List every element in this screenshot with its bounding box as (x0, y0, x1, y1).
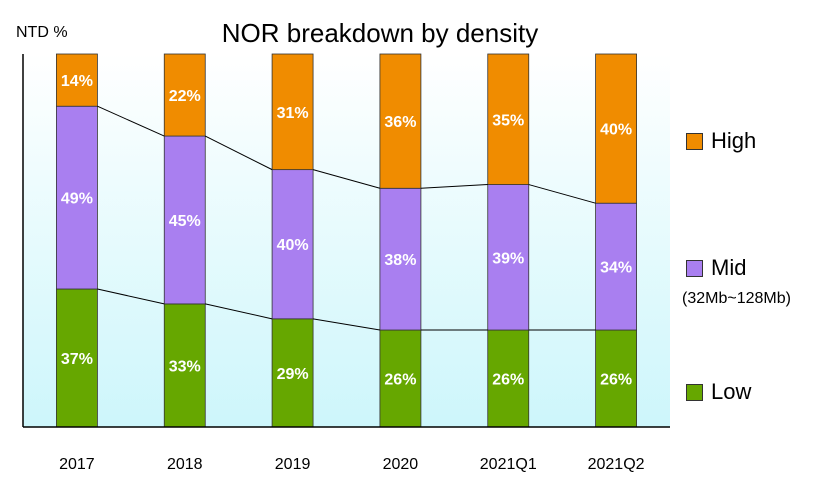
x-tick-label-2021Q1: 2021Q1 (480, 456, 537, 473)
data-label-high-2017: 14% (61, 73, 93, 90)
connector-line-low-mid-0 (97, 288, 165, 305)
connector-line-mid-high-2 (312, 169, 381, 189)
data-label-high-2020: 36% (384, 114, 416, 131)
bar-low-2017 (56, 288, 98, 428)
connector-line-low-mid-2 (313, 318, 380, 331)
data-label-low-2019: 29% (277, 366, 309, 383)
legend-item-low: Low (686, 379, 751, 405)
data-label-mid-2020: 38% (384, 252, 416, 269)
legend-item-high: High (686, 128, 756, 154)
data-label-high-2018: 22% (169, 88, 201, 105)
connector-line-mid-high-1 (205, 135, 273, 171)
data-label-mid-2018: 45% (169, 213, 201, 230)
bar-mid-2017 (56, 105, 98, 290)
legend-swatch-high (686, 132, 703, 150)
bar-low-2020 (379, 329, 422, 428)
chart-title: NOR breakdown by density (221, 18, 539, 48)
bar-high-2021Q1 (487, 53, 530, 185)
plot-background (23, 54, 670, 427)
bar-high-2017 (56, 53, 98, 107)
data-label-low-2020: 26% (384, 372, 416, 389)
bar-mid-2021Q1 (487, 184, 530, 331)
connector-line-mid-high-3 (420, 184, 488, 189)
x-tick-label-2018: 2018 (167, 456, 203, 473)
legend-swatch-low (686, 383, 703, 401)
legend-label-low: Low (711, 379, 752, 404)
bar-high-2018 (163, 53, 206, 137)
legend-mid-sublabel: (32Mb~128Mb) (682, 290, 791, 307)
bar-mid-2020 (379, 187, 422, 331)
y-axis-label: NTD % (16, 24, 68, 41)
data-label-mid-2019: 40% (277, 237, 309, 254)
bar-low-2021Q1 (487, 329, 530, 428)
connector-line-low-mid-1 (205, 303, 273, 320)
bar-low-2021Q2 (595, 329, 637, 428)
connector-line-mid-high-0 (97, 105, 165, 137)
data-label-mid-2021Q1: 39% (492, 250, 524, 267)
legend-item-mid: Mid (686, 255, 746, 281)
data-label-low-2021Q1: 26% (492, 372, 524, 389)
legend-label-mid: Mid (711, 255, 747, 280)
legend-label-high: High (711, 128, 757, 153)
bar-mid-2018 (163, 135, 206, 305)
data-label-low-2018: 33% (169, 358, 201, 375)
legend-swatch-mid (686, 259, 703, 277)
data-label-low-2021Q2: 26% (600, 372, 632, 389)
bar-high-2019 (271, 53, 314, 171)
x-tick-label-2017: 2017 (59, 456, 95, 473)
data-label-mid-2021Q2: 34% (600, 260, 632, 277)
connector-line-mid-high-4 (528, 184, 596, 204)
bar-high-2021Q2 (595, 53, 637, 204)
data-label-high-2021Q1: 35% (492, 112, 524, 129)
bar-low-2019 (271, 318, 314, 428)
data-label-high-2019: 31% (277, 105, 309, 122)
bar-mid-2021Q2 (595, 202, 637, 331)
data-label-mid-2017: 49% (61, 191, 93, 208)
data-label-high-2021Q2: 40% (600, 122, 632, 139)
data-label-low-2017: 37% (61, 351, 93, 368)
bar-high-2020 (379, 53, 422, 189)
x-tick-label-2019: 2019 (275, 456, 311, 473)
x-tick-label-2020: 2020 (383, 456, 419, 473)
x-tick-label-2021Q2: 2021Q2 (588, 456, 645, 473)
